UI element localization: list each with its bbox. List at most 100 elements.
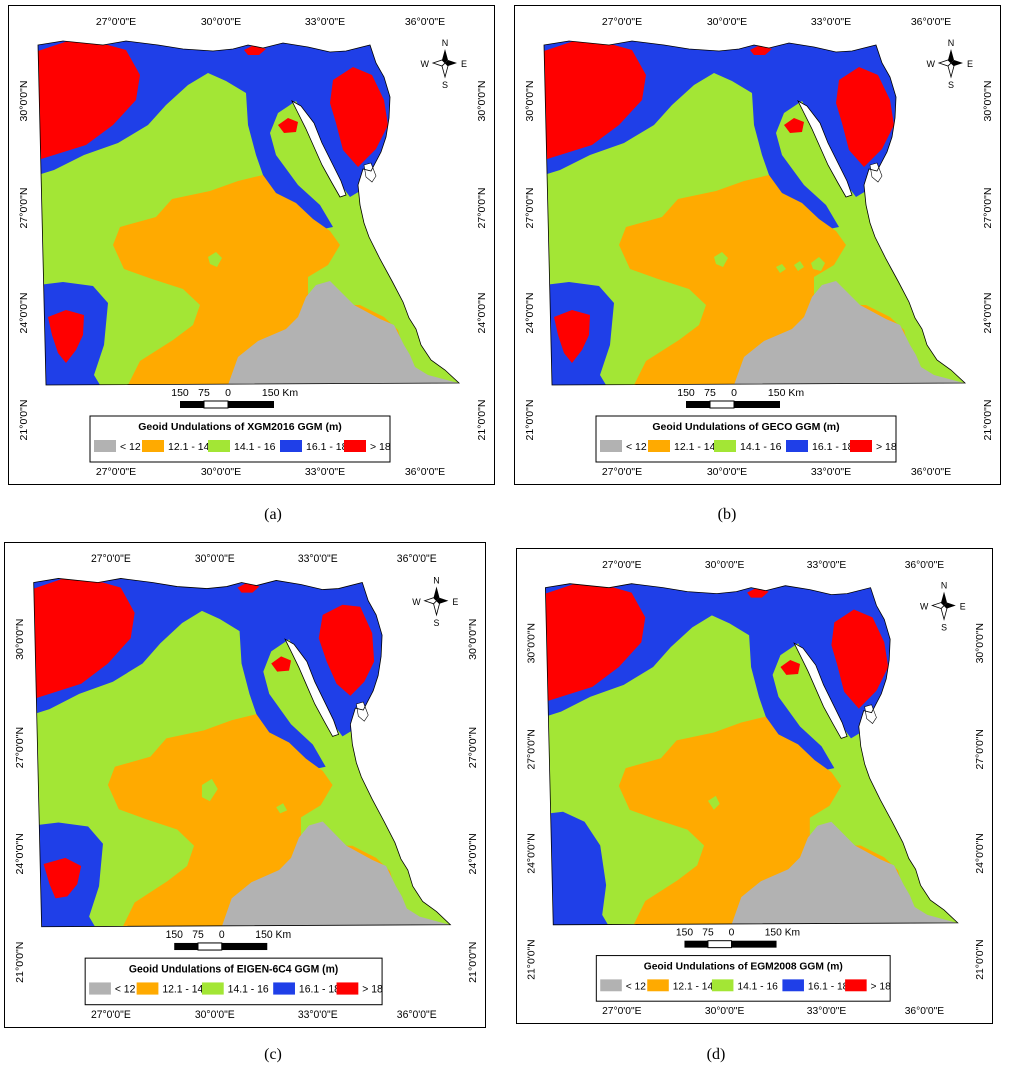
lat-label-right: 21°0'0"N	[982, 400, 994, 441]
class-gt18-region-northwest	[544, 41, 646, 160]
legend-label: 16.1 - 18	[808, 981, 849, 992]
lon-label-top: 33°0'0"E	[811, 16, 851, 28]
scale-label: 75	[198, 387, 210, 399]
lon-label-top: 27°0'0"E	[602, 16, 642, 28]
scale-bar: 150 75 0 150 Km	[166, 929, 291, 951]
map-panel-a: 27°0'0"E 27°0'0"E 30°0'0"E 30°0'0"E 33°0'0"E…	[8, 5, 495, 485]
lon-label-bottom: 27°0'0"E	[602, 1006, 641, 1017]
legend-swatch	[711, 979, 734, 992]
class-gt18-spot	[784, 118, 804, 133]
compass-n: N	[442, 38, 449, 48]
legend-title: Geoid Undulations of XGM2016 GGM (m)	[138, 421, 342, 433]
compass-s: S	[941, 622, 947, 632]
lat-label-left: 24°0'0"N	[524, 293, 536, 334]
legend-label: 16.1 - 18	[812, 441, 854, 453]
compass-w: W	[920, 601, 929, 611]
legend-label: 12.1 - 14	[674, 441, 716, 453]
legend-label: 12.1 - 14	[162, 983, 203, 995]
gulf-of-aqaba	[864, 704, 877, 724]
geoid-map	[545, 583, 958, 925]
geoid-map	[33, 578, 451, 927]
legend-swatch	[142, 440, 164, 452]
scale-bar: 150 75 0 150 Km	[171, 387, 298, 409]
lon-label-top: 33°0'0"E	[305, 16, 345, 28]
class-lt12-region	[228, 281, 459, 385]
caption-a: (a)	[264, 506, 282, 523]
lon-label-bottom: 36°0'0"E	[905, 1006, 944, 1017]
legend-swatch	[647, 979, 669, 992]
legend-swatch	[600, 440, 622, 452]
caption-b: (b)	[717, 506, 737, 523]
lat-label-left: 27°0'0"N	[18, 188, 30, 229]
compass-e: E	[452, 597, 458, 607]
lat-label-right: 30°0'0"N	[467, 619, 479, 660]
lon-label-top: 36°0'0"E	[911, 16, 951, 28]
lon-label-top: 27°0'0"E	[91, 553, 131, 565]
class-16-18-region-southwest	[545, 811, 609, 925]
legend-swatch	[845, 979, 867, 992]
north-arrow: N S E W	[412, 575, 458, 628]
lon-label-top: 27°0'0"E	[602, 560, 641, 571]
class-14-16-patch	[811, 257, 825, 271]
lat-label-left: 24°0'0"N	[18, 293, 30, 334]
north-arrow: N S E W	[927, 38, 974, 90]
scale-label: 150 Km	[262, 387, 298, 399]
compass-e: E	[960, 601, 966, 611]
legend-label: 12.1 - 14	[673, 981, 714, 992]
class-14-16-patch	[794, 261, 804, 271]
lat-label-left: 21°0'0"N	[14, 942, 26, 983]
lat-label-right: 21°0'0"N	[975, 939, 986, 979]
lon-label-bottom: 33°0'0"E	[807, 1006, 846, 1017]
lat-label-right: 24°0'0"N	[982, 293, 994, 334]
legend-label: < 12	[115, 983, 136, 995]
lat-label-left: 27°0'0"N	[524, 188, 536, 229]
compass-s: S	[442, 80, 448, 90]
class-14-16-patch	[776, 264, 786, 273]
lat-label-left: 24°0'0"N	[14, 833, 26, 874]
caption-d: (d)	[706, 1046, 726, 1063]
class-14-16-patch	[208, 252, 222, 267]
lon-label-bottom: 36°0'0"E	[911, 466, 951, 478]
map-svg: 27°0'0"E 27°0'0"E 30°0'0"E 30°0'0"E 33°0'0"E…	[516, 548, 993, 1024]
legend-swatch	[850, 440, 872, 452]
lat-label-right: 30°0'0"N	[476, 81, 488, 122]
class-gt18-region-sinai	[836, 67, 894, 167]
compass-s: S	[948, 80, 954, 90]
legend-title: Geoid Undulations of EGM2008 GGM (m)	[644, 961, 843, 972]
lon-label-bottom: 27°0'0"E	[602, 466, 642, 478]
scale-bar: 150 75 0 150 Km	[677, 387, 804, 409]
lon-label-bottom: 27°0'0"E	[96, 466, 136, 478]
lon-label-bottom: 30°0'0"E	[201, 466, 241, 478]
lon-label-bottom: 27°0'0"E	[91, 1009, 131, 1021]
lon-label-bottom: 30°0'0"E	[707, 466, 747, 478]
lon-label-top: 27°0'0"E	[96, 16, 136, 28]
lat-label-right: 27°0'0"N	[467, 727, 479, 768]
lat-label-left: 21°0'0"N	[18, 400, 30, 441]
class-gt18-region-southwest	[554, 310, 590, 363]
lat-label-right: 27°0'0"N	[975, 729, 986, 769]
scale-bar: 150 75 0 150 Km	[676, 928, 800, 949]
lat-label-left: 30°0'0"N	[18, 81, 30, 122]
legend-label: > 18	[871, 981, 892, 992]
lat-label-right: 24°0'0"N	[975, 833, 986, 873]
lat-label-right: 27°0'0"N	[476, 188, 488, 229]
lat-label-right: 24°0'0"N	[476, 293, 488, 334]
lat-label-right: 27°0'0"N	[982, 188, 994, 229]
lat-label-left: 30°0'0"N	[524, 81, 536, 122]
compass-e: E	[967, 59, 973, 69]
scale-label: 150	[676, 928, 693, 939]
lon-label-top: 36°0'0"E	[397, 553, 437, 565]
geoid-map	[544, 41, 965, 385]
map-panel-d: 27°0'0"E 27°0'0"E 30°0'0"E 30°0'0"E 33°0'0"E…	[516, 548, 993, 1024]
lon-label-top: 33°0'0"E	[298, 553, 338, 565]
map-panel-b: 27°0'0"E 27°0'0"E 30°0'0"E 30°0'0"E 33°0'0"E…	[514, 5, 1001, 485]
class-gt18-region-sinai	[831, 609, 889, 709]
legend-swatch	[714, 440, 736, 452]
lat-label-left: 27°0'0"N	[14, 727, 26, 768]
class-lt12-region	[734, 281, 965, 385]
legend-swatch	[89, 982, 111, 995]
lon-label-bottom: 30°0'0"E	[195, 1009, 235, 1021]
legend-title: Geoid Undulations of EIGEN-6C4 GGM (m)	[129, 963, 338, 975]
legend-swatch	[336, 982, 359, 995]
legend-label: 14.1 - 16	[228, 983, 269, 995]
